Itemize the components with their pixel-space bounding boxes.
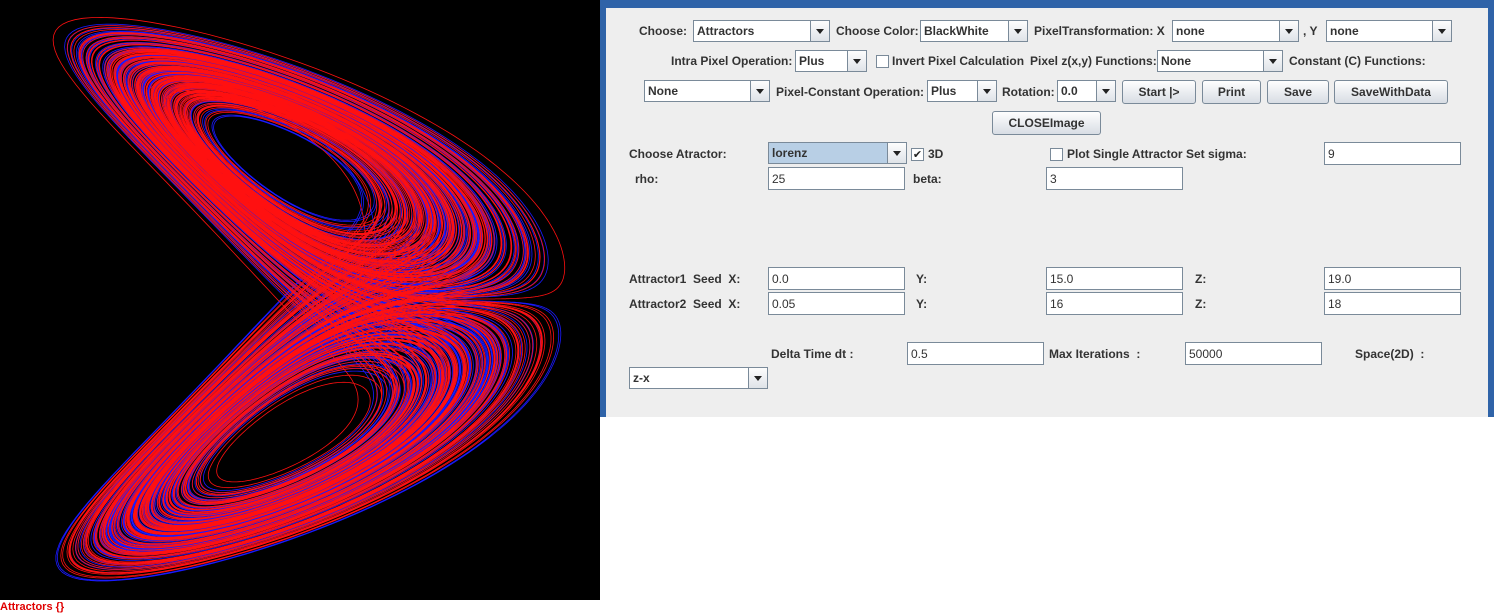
dropdown-arrow — [1008, 21, 1027, 41]
dropdown-value: z-x — [633, 371, 650, 385]
attractor-image — [0, 0, 600, 600]
dropdown-arrow — [977, 81, 996, 101]
label: Pixel-Constant Operation: — [776, 85, 925, 99]
dropdown[interactable]: None — [644, 80, 770, 102]
label: Choose: — [639, 24, 687, 38]
label: Attractor1 Seed X: — [629, 272, 741, 286]
checkbox[interactable] — [1050, 148, 1063, 161]
dropdown[interactable]: Plus — [795, 50, 867, 72]
label: Rotation: — [1002, 85, 1055, 99]
text-field[interactable]: 25 — [768, 167, 905, 190]
dropdown-arrow — [1432, 21, 1451, 41]
dropdown-value: 0.0 — [1061, 84, 1078, 98]
label: PixelTransformation: X — [1034, 24, 1165, 38]
dropdown[interactable]: Attractors — [693, 20, 830, 42]
label: Choose Color: — [836, 24, 919, 38]
label: Space(2D) : — [1355, 347, 1425, 361]
dropdown-value: Plus — [799, 54, 825, 68]
button[interactable]: CLOSEImage — [992, 111, 1101, 135]
image-caption: Attractors {} — [0, 601, 65, 613]
dropdown-value: lorenz — [772, 146, 808, 160]
dropdown-arrow — [847, 51, 866, 71]
label: Plot Single Attractor — [1067, 147, 1183, 161]
dropdown[interactable]: z-x — [629, 367, 768, 389]
dropdown-arrow — [1096, 81, 1115, 101]
label: Choose Atractor: — [629, 147, 727, 161]
dropdown-arrow — [750, 81, 769, 101]
dropdown[interactable]: lorenz — [768, 142, 907, 164]
attractor-trajectory — [52, 16, 566, 579]
label: Invert Pixel Calculation — [892, 54, 1025, 68]
label: Set sigma: — [1186, 147, 1247, 161]
text-field[interactable]: 16 — [1046, 292, 1183, 315]
field-value: 9 — [1328, 147, 1335, 161]
field-value: 15.0 — [1050, 272, 1074, 286]
label: Intra Pixel Operation: — [671, 54, 793, 68]
text-field[interactable]: 0.0 — [768, 267, 905, 290]
label: rho: — [635, 172, 659, 186]
field-value: 0.5 — [911, 347, 928, 361]
label: Z: — [1195, 272, 1207, 286]
dropdown-value: Plus — [931, 84, 957, 98]
dropdown[interactable]: none — [1172, 20, 1299, 42]
checkbox[interactable] — [876, 55, 889, 68]
label: , Y — [1303, 24, 1318, 38]
button[interactable]: SaveWithData — [1334, 80, 1448, 104]
field-value: 18 — [1328, 297, 1342, 311]
button[interactable]: Start |> — [1122, 80, 1196, 104]
field-value: 19.0 — [1328, 272, 1352, 286]
window — [600, 0, 1494, 417]
dropdown-value: BlackWhite — [924, 24, 989, 38]
text-field[interactable]: 0.5 — [907, 342, 1044, 365]
label: Z: — [1195, 297, 1207, 311]
field-value: 16 — [1050, 297, 1064, 311]
button[interactable]: Save — [1267, 80, 1329, 104]
label: Attractor2 Seed X: — [629, 297, 741, 311]
dropdown[interactable]: BlackWhite — [920, 20, 1028, 42]
label: Constant (C) Functions: — [1289, 54, 1426, 68]
dropdown-arrow — [1263, 51, 1282, 71]
field-value: 25 — [772, 172, 786, 186]
dropdown-value: Attractors — [697, 24, 755, 38]
checkbox[interactable]: ✔ — [911, 148, 924, 161]
dropdown-value: None — [648, 84, 678, 98]
dropdown-arrow — [748, 368, 767, 388]
label: Y: — [916, 297, 928, 311]
text-field[interactable]: 3 — [1046, 167, 1183, 190]
dropdown[interactable]: none — [1326, 20, 1452, 42]
dropdown-arrow — [810, 21, 829, 41]
button[interactable]: Print — [1202, 80, 1261, 104]
label: Pixel z(x,y) Functions: — [1030, 54, 1157, 68]
label: Max Iterations : — [1049, 347, 1141, 361]
field-value: 3 — [1050, 172, 1057, 186]
label: 3D — [928, 147, 944, 161]
field-value: 0.0 — [772, 272, 789, 286]
dropdown-value: none — [1330, 24, 1359, 38]
label: beta: — [913, 172, 942, 186]
dropdown-value: None — [1161, 54, 1191, 68]
text-field[interactable]: 0.05 — [768, 292, 905, 315]
text-field[interactable]: 9 — [1324, 142, 1461, 165]
label: Y: — [916, 272, 928, 286]
text-field[interactable]: 18 — [1324, 292, 1461, 315]
text-field[interactable]: 50000 — [1185, 342, 1322, 365]
text-field[interactable]: 15.0 — [1046, 267, 1183, 290]
dropdown-arrow — [1279, 21, 1298, 41]
field-value: 50000 — [1189, 347, 1223, 361]
label: Delta Time dt : — [771, 347, 854, 361]
dropdown[interactable]: None — [1157, 50, 1283, 72]
dropdown[interactable]: 0.0 — [1057, 80, 1116, 102]
field-value: 0.05 — [772, 297, 796, 311]
dropdown-value: none — [1176, 24, 1205, 38]
text-field[interactable]: 19.0 — [1324, 267, 1461, 290]
dropdown[interactable]: Plus — [927, 80, 997, 102]
dropdown-arrow — [887, 143, 906, 163]
